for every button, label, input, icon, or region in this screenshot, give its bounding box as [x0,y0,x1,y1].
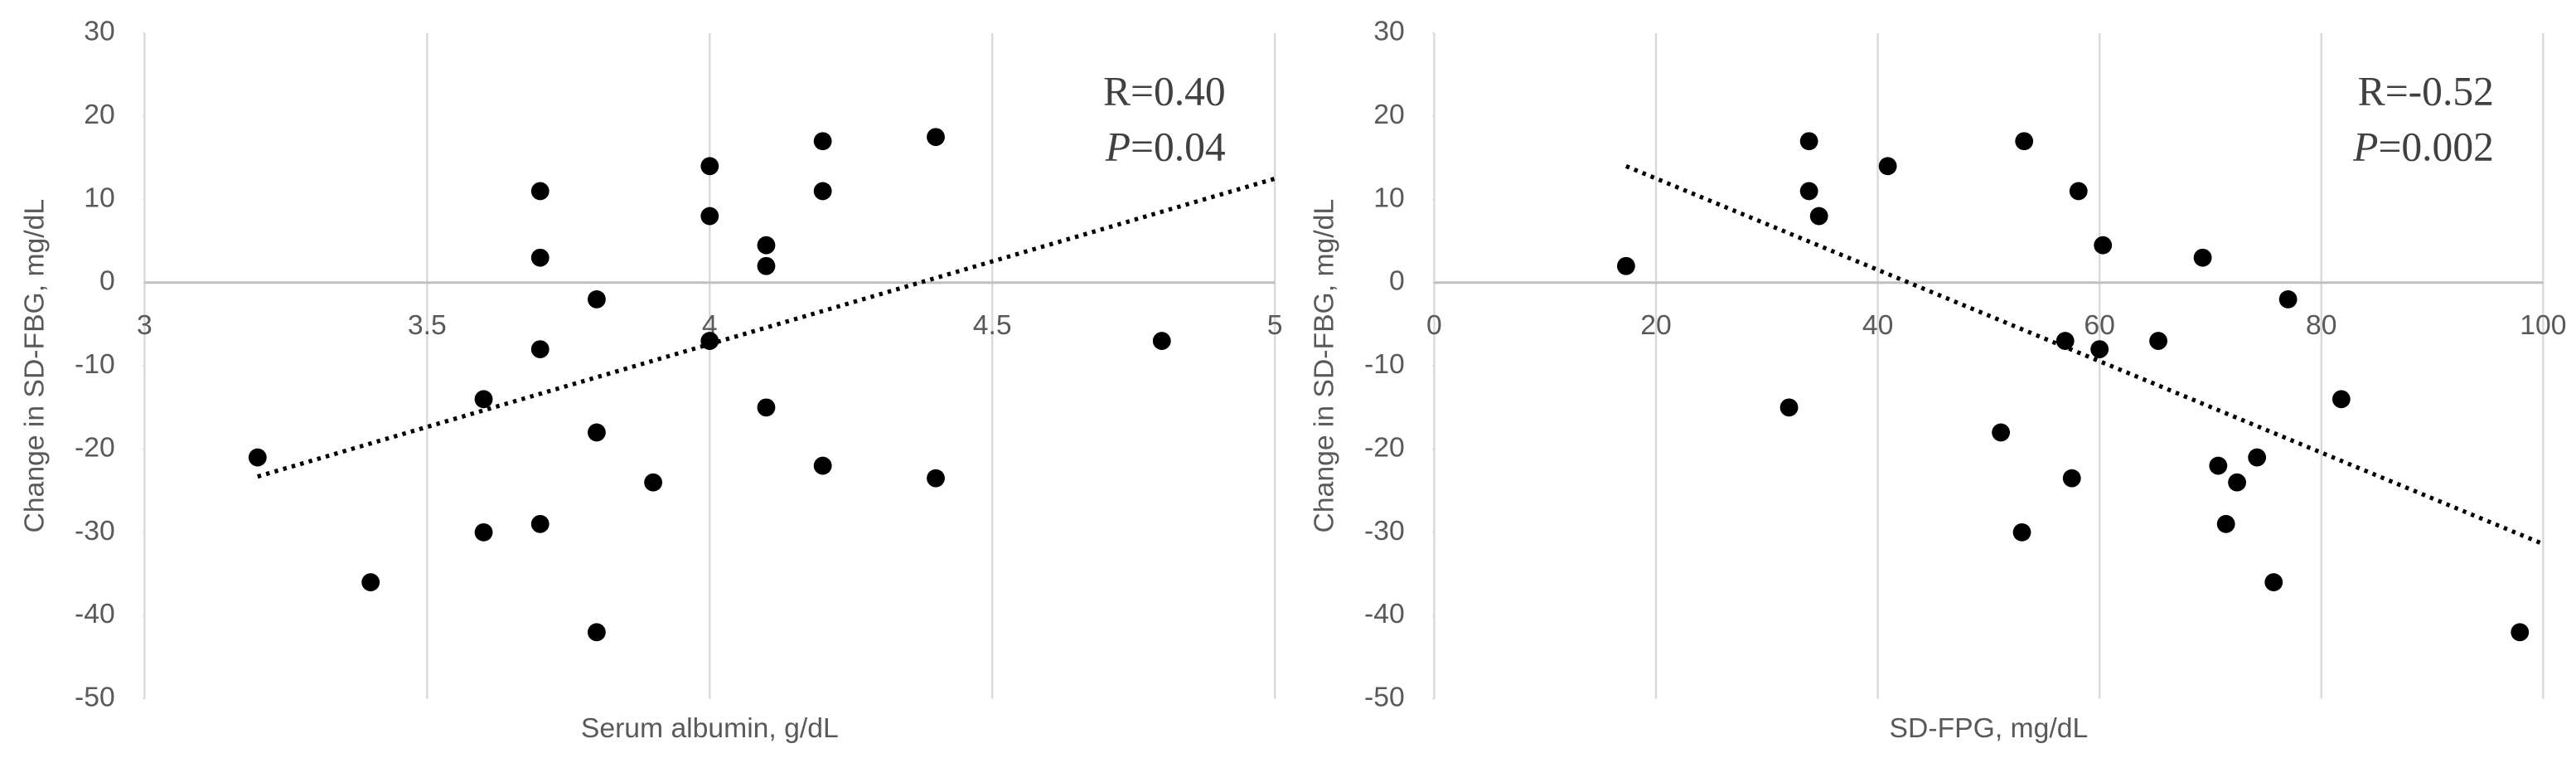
point [757,256,776,275]
point [474,390,493,409]
y-tick-label: -40 [1364,599,1405,629]
p-symbol: P [1105,124,1131,170]
x-tick-label: 4.5 [973,310,1012,341]
x-tick-label: 3.5 [408,310,447,341]
y-tick-label: 30 [1373,17,1404,47]
point [2062,469,2081,488]
x-tick-label: 3 [137,310,153,341]
point [2090,340,2109,359]
point [813,456,832,475]
y-tick-label: -30 [1364,516,1405,547]
y-tick-label: -20 [75,432,115,463]
point [2264,573,2283,591]
stat-r: R=-0.52 [2358,68,2494,114]
y-axis-title: Change in SD-FBG, mg/dL [20,199,51,533]
point [2216,514,2235,533]
point [700,157,719,176]
stat-p: P=0.04 [1105,124,1226,170]
point [927,128,945,147]
point [530,514,550,533]
point [1992,423,2011,442]
point [530,248,550,267]
point [1809,207,1828,226]
point [2278,289,2298,309]
y-tick-label: -40 [75,599,115,629]
point [1779,398,1799,417]
y-tick-label: -50 [1364,682,1405,712]
y-tick-label: -30 [75,516,115,547]
x-tick-label: 20 [1640,310,1671,341]
point [2055,332,2075,350]
point [813,182,832,201]
point [1152,332,1171,350]
point [2209,456,2228,475]
point [757,236,776,255]
y-tick-label: 0 [1389,266,1405,297]
point [1799,182,1818,201]
y-tick-label: 10 [1373,182,1404,213]
y-tick-label: 20 [84,100,114,130]
point [2228,473,2246,492]
y-tick-label: 30 [84,17,114,47]
point [2248,448,2267,467]
y-tick-label: 20 [1373,100,1404,130]
point [530,182,550,201]
point [2149,332,2167,350]
point [2012,522,2031,542]
point [1616,256,1635,275]
point [2511,623,2530,642]
y-axis-title: Change in SD-FBG, mg/dL [1309,199,1339,533]
point [813,132,832,151]
stat-r: R=0.40 [1103,68,1226,114]
point [2069,182,2088,201]
x-tick-label: 40 [1862,310,1893,341]
point [2094,236,2113,255]
point [2193,248,2212,267]
x-tick-label: 60 [2084,310,2114,341]
point [757,398,776,417]
p-symbol: P [2352,124,2378,170]
point [2015,132,2034,151]
p-value: =0.04 [1131,124,1226,170]
x-tick-label: 80 [2306,310,2336,341]
point [644,473,663,492]
x-axis-title: SD-FPG, mg/dL [1890,713,2089,744]
p-value: =0.002 [2378,124,2493,170]
point [588,623,606,642]
y-tick-label: -50 [75,682,115,712]
y-tick-label: 10 [84,182,114,213]
y-tick-label: -20 [1364,432,1405,463]
point [1799,132,1818,151]
y-tick-label: -10 [75,349,115,380]
x-tick-label: 100 [2520,310,2566,341]
point [1878,157,1897,176]
point [2331,390,2351,409]
x-tick-label: 5 [1267,310,1283,341]
x-axis-title: Serum albumin, g/dL [581,713,839,744]
point [927,469,945,488]
point [588,423,606,442]
x-tick-label: 0 [1426,310,1442,341]
point [530,340,550,359]
y-tick-label: -10 [1364,349,1405,380]
point [588,289,606,309]
point [248,448,267,467]
stat-p: P=0.002 [2352,124,2494,170]
point [474,522,493,542]
y-tick-label: 0 [99,266,115,297]
trendline [1625,163,2545,547]
point [361,573,380,591]
point [700,332,719,350]
point [700,207,719,226]
